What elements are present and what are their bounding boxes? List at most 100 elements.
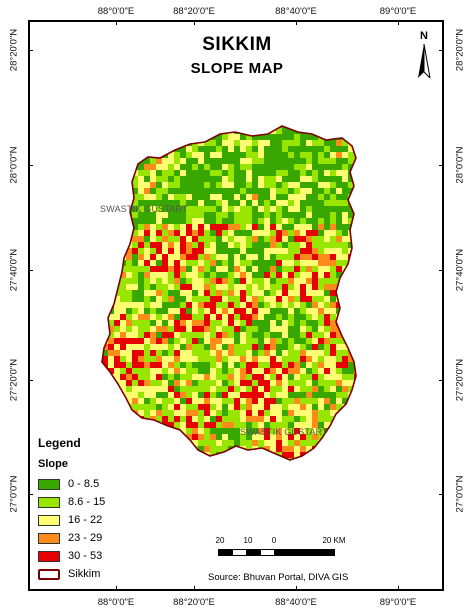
slope-cell (144, 296, 150, 302)
slope-cell (108, 146, 114, 152)
slope-cell (264, 200, 270, 206)
slope-cell (90, 326, 96, 332)
slope-cell (162, 224, 168, 230)
slope-cell (210, 314, 216, 320)
slope-cell (276, 392, 282, 398)
lon-label-bottom-2: 88°20'0"E (173, 597, 215, 608)
slope-cell (96, 416, 102, 422)
slope-cell (96, 422, 102, 428)
slope-cell (264, 308, 270, 314)
slope-cell (132, 314, 138, 320)
slope-cell (222, 290, 228, 296)
slope-cell (342, 422, 348, 428)
slope-cell (102, 152, 108, 158)
slope-cell (102, 182, 108, 188)
slope-cell (324, 212, 330, 218)
slope-cell (336, 200, 342, 206)
slope-cell (264, 188, 270, 194)
slope-cell (270, 320, 276, 326)
slope-cell (210, 344, 216, 350)
slope-cell (114, 458, 120, 460)
slope-cell (216, 284, 222, 290)
slope-cell (282, 416, 288, 422)
slope-cell (288, 140, 294, 146)
slope-cell (354, 224, 356, 230)
slope-cell (348, 296, 354, 302)
slope-cell (222, 416, 228, 422)
slope-cell (258, 428, 264, 434)
slope-cell (300, 266, 306, 272)
slope-cell (294, 446, 300, 452)
slope-cell (120, 458, 126, 460)
slope-cell (276, 140, 282, 146)
slope-cell (324, 146, 330, 152)
slope-cell (138, 320, 144, 326)
slope-cell (318, 380, 324, 386)
slope-cell (96, 458, 102, 464)
slope-cell (366, 404, 372, 410)
slope-cell (210, 416, 216, 422)
slope-cell (156, 416, 162, 422)
slope-cell (90, 458, 96, 464)
slope-cell (150, 218, 156, 224)
slope-cell (162, 146, 168, 152)
slope-cell (174, 242, 180, 248)
slope-cell (150, 410, 156, 416)
slope-cell (222, 218, 228, 224)
slope-cell (252, 248, 258, 254)
slope-cell (306, 164, 312, 170)
slope-cell (174, 398, 180, 404)
slope-cell (204, 416, 210, 422)
slope-cell (342, 320, 348, 326)
slope-cell (300, 296, 306, 302)
slope-cell (366, 254, 372, 260)
lon-label-top-2: 88°20'0"E (173, 6, 215, 17)
slope-cell (258, 368, 264, 374)
slope-cell (204, 290, 210, 296)
slope-cell (312, 164, 318, 170)
slope-cell (234, 176, 240, 182)
slope-cell (306, 404, 312, 410)
slope-cell (342, 398, 348, 404)
slope-cell (360, 134, 366, 140)
slope-cell (222, 368, 228, 374)
slope-cell (324, 230, 330, 236)
slope-cell (294, 332, 300, 338)
slope-cell (354, 128, 356, 134)
slope-cell (240, 170, 246, 176)
slope-cell (234, 254, 240, 260)
slope-cell (216, 152, 222, 158)
slope-cell (120, 170, 126, 176)
slope-cell (120, 416, 126, 422)
slope-cell (306, 200, 312, 206)
slope-cell (306, 248, 312, 254)
slope-cell (168, 272, 174, 278)
slope-cell (126, 458, 132, 460)
legend-label: 16 - 22 (68, 514, 103, 526)
slope-cell (312, 206, 318, 212)
slope-cell (174, 290, 180, 296)
slope-cell (270, 266, 276, 272)
slope-cell (144, 446, 150, 452)
slope-cell (162, 236, 168, 242)
slope-cell (300, 422, 306, 428)
slope-cell (222, 398, 228, 404)
slope-cell (246, 266, 252, 272)
slope-cell (228, 194, 234, 200)
slope-cell (174, 392, 180, 398)
slope-cell (132, 188, 138, 194)
slope-cell (300, 146, 306, 152)
slope-cell (186, 146, 192, 152)
slope-cell (324, 128, 330, 134)
slope-cell (276, 176, 282, 182)
slope-cell (276, 398, 282, 404)
slope-cell (306, 446, 312, 452)
slope-cell (324, 416, 330, 422)
slope-cell (204, 308, 210, 314)
slope-cell (234, 470, 240, 476)
slope-cell (246, 248, 252, 254)
slope-cell (252, 314, 258, 320)
slope-cell (360, 314, 366, 320)
slope-cell (282, 134, 288, 140)
slope-cell (156, 458, 162, 460)
